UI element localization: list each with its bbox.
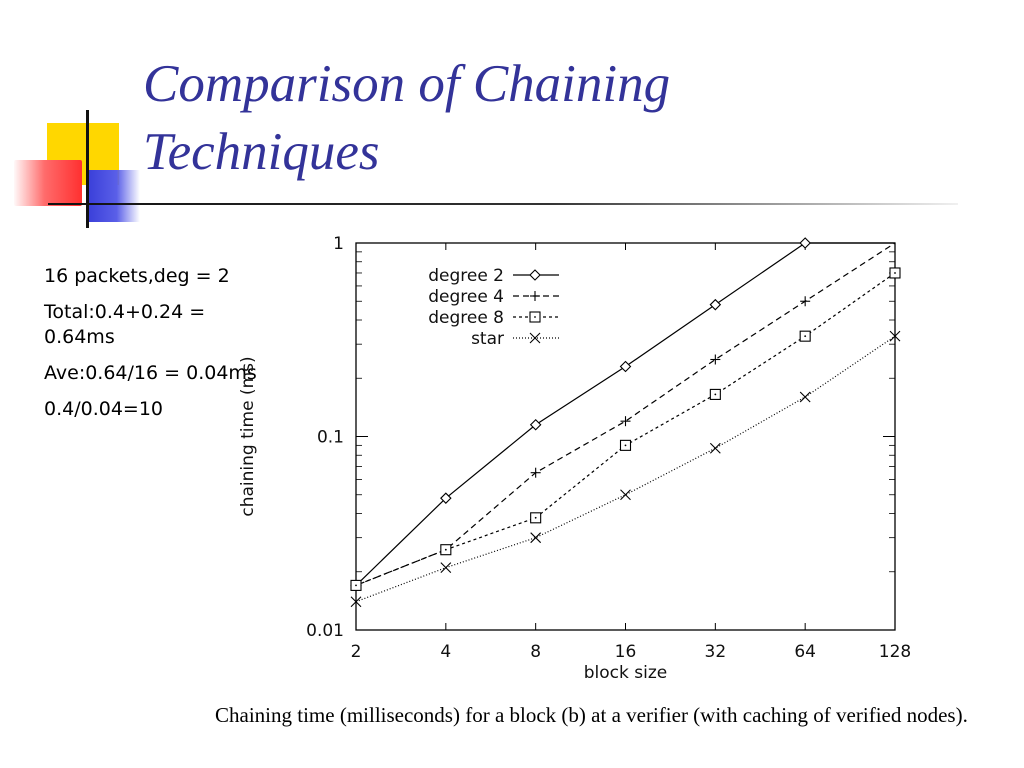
title-ornament-red-bar: [14, 160, 82, 206]
slide-title-line2: Techniques: [143, 123, 380, 181]
cross-marker-b: [889, 330, 901, 342]
diamond-marker: [799, 237, 811, 249]
square-marker-dot: [534, 316, 536, 318]
series-line-star: [355, 335, 896, 603]
data-point-degree-4: [530, 467, 541, 478]
legend-label-degree-4: degree 4: [428, 287, 504, 307]
data-point-degree-2: [799, 237, 811, 249]
x-tick-label: 4: [440, 642, 451, 662]
data-point-degree-8: [619, 439, 632, 451]
data-point-degree-2: [619, 360, 632, 373]
square-marker-dot: [804, 335, 807, 338]
x-tick-label: 2: [351, 642, 362, 662]
chaining-time-chart: 2 4 8 16 32 64 128 0.01 0.1 1 block size chaining t…: [238, 234, 911, 683]
note-ratio: 0.4/0.04=10: [44, 398, 164, 420]
legend-label-degree-2: degree 2: [428, 266, 504, 286]
data-point-degree-8: [440, 544, 452, 556]
data-point-degree-2: [440, 492, 452, 504]
legend-label-degree-8: degree 8: [428, 308, 504, 328]
diamond-marker: [529, 418, 542, 431]
square-marker-dot: [894, 272, 896, 274]
title-ornament-vertical-line: [86, 110, 89, 228]
cross-marker-b: [620, 489, 631, 501]
y-tick-label: 1: [333, 234, 344, 254]
x-tick-label: 32: [705, 642, 727, 662]
slide-title: Comparison of Chaining Techniques: [143, 50, 963, 186]
legend-marker-degree-8: [529, 311, 541, 323]
y-axis-label: chaining time (ms): [238, 356, 258, 516]
data-point-degree-8: [889, 267, 901, 279]
figure-caption: Chaining time (milliseconds) for a block…: [215, 703, 968, 727]
square-marker-dot: [355, 584, 357, 587]
data-point-degree-8: [799, 330, 811, 342]
data-point-degree-4: [710, 354, 721, 365]
x-tick-label: 128: [879, 642, 911, 662]
cross-marker-b: [530, 532, 542, 544]
data-point-star: [889, 330, 901, 342]
legend-marker-degree-4: [530, 291, 540, 301]
x-axis-label: block size: [584, 663, 667, 683]
note-total: Total:0.4+0.24 = 0.64ms: [44, 301, 206, 348]
note-average: Ave:0.64/16 = 0.04ms: [44, 362, 257, 384]
x-tick-label: 16: [615, 642, 637, 662]
notes-panel: 16 packets,deg = 2 Total:0.4+0.24 = 0.64…: [44, 264, 279, 433]
square-marker-dot: [534, 516, 537, 519]
diamond-marker: [529, 269, 541, 281]
data-point-degree-4: [620, 416, 631, 427]
square-marker-dot: [444, 548, 447, 551]
legend-marker-star: [529, 332, 541, 344]
data-point-star: [799, 391, 811, 403]
data-point-degree-4: [800, 296, 811, 307]
data-point-star: [620, 489, 631, 501]
data-point-star: [350, 596, 362, 608]
diamond-marker: [709, 298, 722, 311]
data-point-star: [709, 442, 721, 454]
cross-marker-b: [440, 562, 452, 574]
y-tick-label: 0.1: [317, 428, 344, 448]
data-point-degree-2: [709, 298, 722, 311]
cross-marker-b: [529, 332, 541, 344]
square-marker-dot: [714, 393, 717, 396]
title-underline: [48, 203, 958, 205]
data-point-star: [530, 532, 542, 544]
title-ornament-blue-square: [88, 170, 140, 222]
y-tick-label: 0.01: [306, 621, 344, 641]
legend-label-star: star: [471, 329, 504, 349]
diamond-marker: [440, 492, 452, 504]
square-marker-dot: [624, 444, 627, 447]
diamond-marker: [619, 360, 632, 373]
data-point-degree-8: [530, 512, 542, 524]
x-tick-label: 8: [530, 642, 541, 662]
x-tick-label: 64: [794, 642, 816, 662]
note-packets: 16 packets,deg = 2: [44, 265, 230, 287]
slide-title-line1: Comparison of Chaining: [143, 55, 671, 113]
cross-marker-b: [709, 442, 721, 454]
cross-marker-b: [350, 596, 362, 608]
cross-marker-b: [799, 391, 811, 403]
data-point-star: [440, 562, 452, 574]
data-point-degree-2: [529, 418, 542, 431]
data-point-degree-8: [350, 579, 362, 591]
data-point-degree-8: [709, 388, 721, 400]
legend-marker-degree-2: [529, 269, 541, 281]
